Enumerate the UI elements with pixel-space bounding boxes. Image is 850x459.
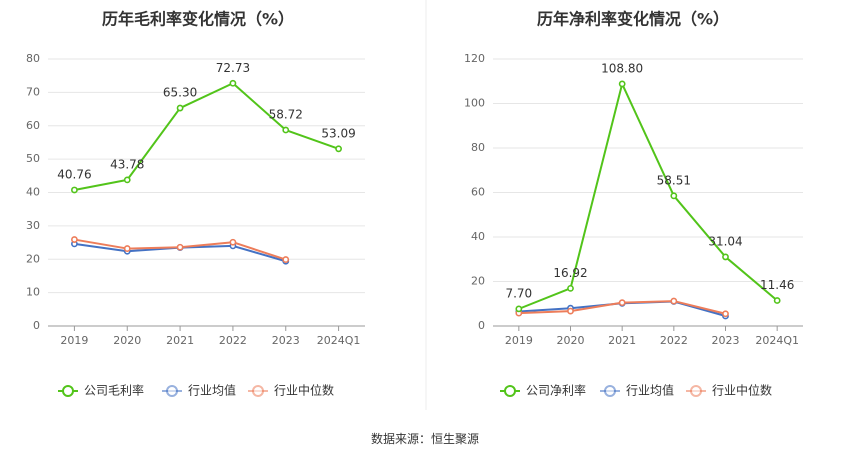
y-tick-label: 30 [26, 219, 40, 232]
legend-marker [604, 385, 616, 397]
legend-item-company[interactable]: 公司毛利率 [58, 383, 144, 398]
x-tick-label: 2024Q1 [317, 334, 361, 347]
y-tick-label: 10 [26, 286, 40, 299]
chart-panel-1: 历年毛利率变化情况（%） 0 10 20 30 40 50 60 70 80 2019 2020 202… [26, 10, 365, 398]
data-point [123, 245, 131, 252]
legend-item-industry_median[interactable]: 行业中位数 [686, 383, 772, 398]
y-tick-label: 60 [471, 186, 485, 199]
data-point [71, 236, 78, 243]
data-point [722, 253, 729, 261]
x-tick-label: 2021 [608, 334, 636, 347]
legend-item-industry_avg[interactable]: 行业均值 [600, 383, 674, 398]
data-point [722, 310, 729, 318]
x-tick-label: 2023 [272, 334, 300, 347]
data-label: 53.09 [321, 126, 355, 140]
y-tick-label: 0 [478, 319, 485, 332]
data-label: 31.04 [708, 234, 742, 248]
data-point [123, 176, 131, 184]
data-point [335, 145, 342, 153]
y-tick-label: 120 [464, 52, 485, 65]
chart-panel-2: 历年净利率变化情况（%） 0 20 40 60 80 100 120 2019 2020 2021 2… [464, 10, 803, 398]
data-point [567, 307, 574, 315]
x-tick-label: 2022 [219, 334, 247, 347]
data-label: 7.70 [505, 286, 532, 300]
y-tick-label: 50 [26, 152, 40, 165]
data-point [176, 104, 184, 112]
y-tick-label: 70 [26, 85, 40, 98]
y-tick-label: 0 [33, 319, 40, 332]
legend-label: 公司净利率 [526, 383, 586, 398]
data-label: 108.80 [601, 61, 643, 75]
data-label: 58.72 [269, 108, 303, 122]
legend-marker [690, 385, 702, 397]
data-point [71, 186, 78, 194]
data-point [282, 256, 290, 263]
x-tick-label: 2020 [557, 334, 585, 347]
legend-item-industry_avg[interactable]: 行业均值 [162, 383, 236, 398]
y-tick-label: 80 [26, 52, 40, 65]
data-label: 65.30 [163, 86, 197, 100]
legend-label: 行业均值 [188, 383, 236, 398]
legend-label: 行业中位数 [712, 383, 772, 398]
data-label: 43.78 [110, 157, 144, 171]
legend-marker [62, 385, 74, 397]
x-tick-label: 2023 [712, 334, 740, 347]
data-label: 11.46 [760, 278, 794, 292]
data-label: 16.92 [553, 266, 587, 280]
y-tick-label: 40 [26, 186, 40, 199]
data-point [282, 126, 290, 134]
series-line [74, 82, 339, 191]
data-point [670, 297, 678, 305]
data-source-note: 数据来源：恒生聚源 [370, 432, 479, 446]
data-label: 58.51 [657, 173, 691, 187]
data-point [773, 297, 781, 304]
legend-label: 行业均值 [626, 383, 674, 398]
legend-marker [166, 385, 178, 397]
y-tick-label: 40 [471, 230, 485, 243]
legend-item-industry_median[interactable]: 行业中位数 [248, 383, 334, 398]
series-industry_median [71, 236, 290, 263]
series-line [518, 82, 778, 310]
y-tick-label: 60 [26, 119, 40, 132]
y-tick-label: 100 [464, 97, 485, 110]
chart-title: 历年净利率变化情况（%） [537, 10, 729, 29]
data-point [229, 79, 237, 87]
y-tick-label: 80 [471, 141, 485, 154]
series-industry_median [515, 297, 729, 318]
legend-label: 行业中位数 [274, 383, 334, 398]
y-tick-label: 20 [26, 252, 40, 265]
data-point [515, 305, 523, 313]
x-tick-label: 2022 [660, 334, 688, 347]
data-point [618, 80, 626, 88]
data-label: 72.73 [216, 61, 250, 75]
data-point [229, 238, 237, 246]
y-tick-label: 20 [471, 275, 485, 288]
chart-title: 历年毛利率变化情况（%） [102, 10, 294, 29]
data-point [618, 299, 626, 307]
data-point [670, 192, 678, 200]
data-label: 40.76 [57, 167, 91, 181]
legend-marker [252, 385, 264, 397]
series-company: 40.76 43.78 65.30 72.73 58.72 53.09 [57, 61, 356, 194]
series-company: 7.70 16.92 108.80 58.51 31.04 11.46 [505, 61, 794, 313]
x-tick-label: 2019 [505, 334, 533, 347]
legend-marker [504, 385, 516, 397]
legend-label: 公司毛利率 [84, 383, 144, 398]
x-tick-label: 2021 [166, 334, 194, 347]
legend-item-company[interactable]: 公司净利率 [500, 383, 586, 398]
data-point [176, 243, 184, 251]
x-tick-label: 2020 [113, 334, 141, 347]
x-tick-label: 2024Q1 [755, 334, 799, 347]
data-point [567, 284, 574, 292]
x-tick-label: 2019 [60, 334, 88, 347]
